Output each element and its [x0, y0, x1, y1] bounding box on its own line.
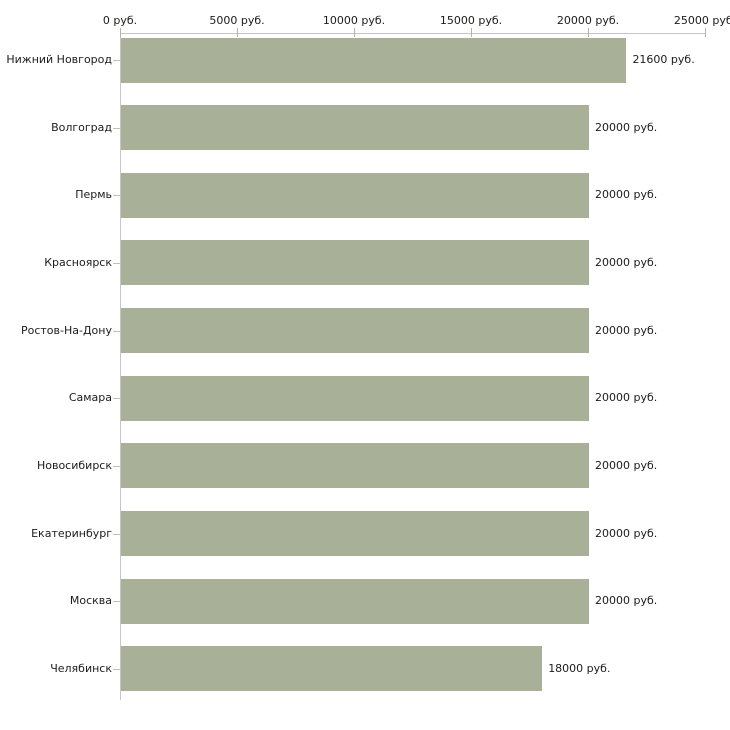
x-tick-label: 0 руб.: [102, 14, 138, 27]
bar: [121, 578, 589, 624]
category-label: Ростов-На-Дону: [20, 323, 112, 337]
x-tick-mark: [471, 28, 472, 37]
y-tick-mark: [113, 262, 120, 264]
x-tick-label: 25000 руб.: [673, 14, 730, 27]
x-tick-mark: [705, 28, 706, 37]
y-tick-mark: [113, 465, 120, 467]
x-axis-line: [120, 33, 705, 34]
bar: [121, 172, 589, 218]
category-label: Волгоград: [51, 120, 112, 134]
x-tick-label: 15000 руб.: [439, 14, 503, 27]
bar: [121, 375, 589, 421]
value-label: 20000 руб.: [595, 188, 658, 202]
value-label: 21600 руб.: [632, 53, 695, 66]
bar: [121, 511, 589, 557]
value-label: 20000 руб.: [595, 526, 658, 540]
value-label: 20000 руб.: [595, 458, 658, 472]
y-tick-mark: [113, 601, 120, 603]
y-tick-mark: [113, 330, 120, 332]
x-tick-mark: [237, 28, 238, 37]
x-tick-label: 20000 руб.: [556, 14, 620, 27]
category-label: Челябинск: [50, 661, 112, 675]
bar: [121, 308, 589, 354]
bar: [121, 105, 589, 151]
x-tick-mark: [120, 28, 121, 37]
value-label: 20000 руб.: [595, 323, 658, 337]
value-label: 20000 руб.: [595, 391, 658, 405]
y-tick-mark: [113, 533, 120, 535]
value-label: 18000 руб.: [548, 661, 611, 675]
y-axis-line: [120, 33, 121, 700]
bar: [121, 646, 543, 692]
bar: [121, 240, 589, 286]
category-label: Новосибирск: [36, 458, 112, 472]
category-label: Москва: [69, 594, 112, 608]
y-tick-mark: [113, 195, 120, 197]
value-label: 20000 руб.: [595, 594, 658, 608]
category-label: Нижний Новгород: [6, 53, 112, 66]
category-label: Екатеринбург: [31, 526, 112, 540]
category-label: Пермь: [75, 188, 112, 202]
y-tick-mark: [113, 60, 120, 61]
x-tick-mark: [588, 28, 589, 37]
y-tick-mark: [113, 668, 120, 670]
y-tick-mark: [113, 127, 120, 129]
bar: [121, 443, 589, 489]
x-tick-label: 10000 руб.: [322, 14, 386, 27]
x-tick-label: 5000 руб.: [209, 14, 265, 27]
y-tick-mark: [113, 398, 120, 400]
category-label: Красноярск: [44, 255, 112, 269]
bar: [121, 37, 627, 83]
value-label: 20000 руб.: [595, 255, 658, 269]
value-label: 20000 руб.: [595, 120, 658, 134]
category-label: Самара: [68, 391, 112, 405]
x-tick-mark: [354, 28, 355, 37]
